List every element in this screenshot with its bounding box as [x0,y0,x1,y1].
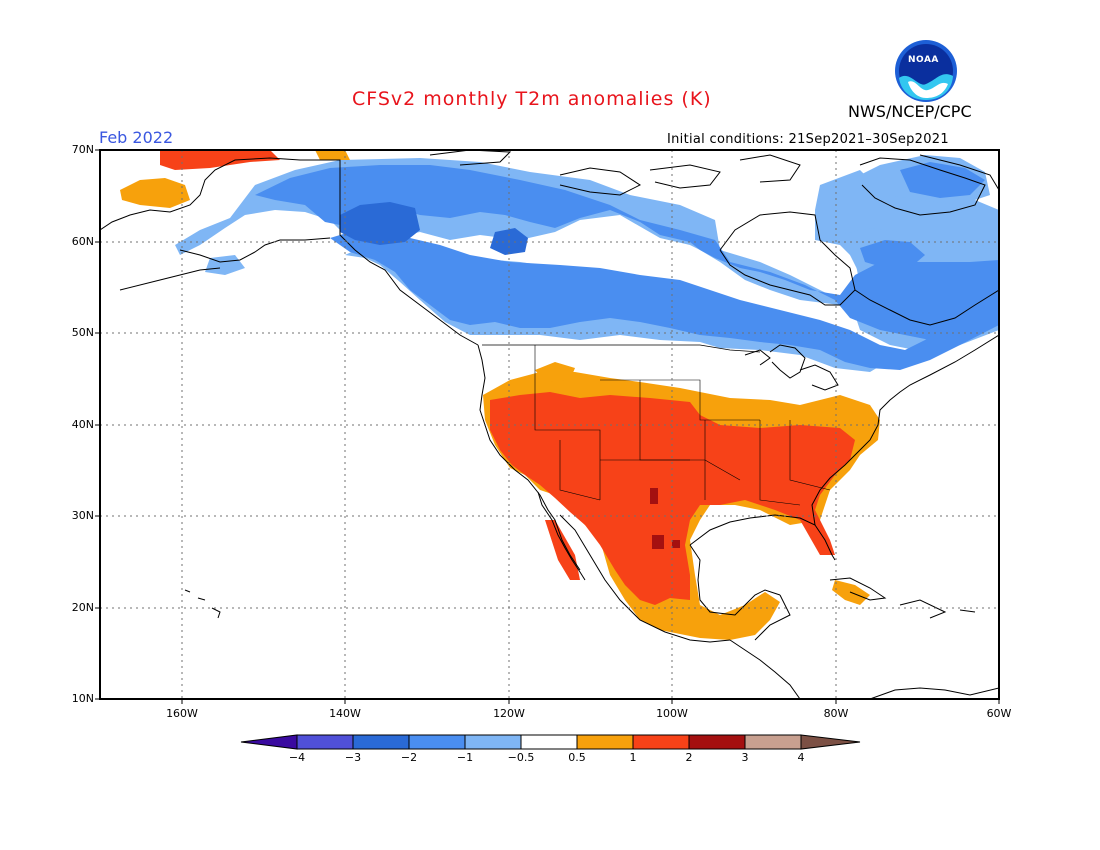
lat-label-20n: 20N [71,601,94,614]
noaa-logo-icon [895,40,957,102]
anomaly-region-dark-red [650,488,680,549]
anomaly-region-mid-blue [255,162,999,370]
forecast-month: Feb 2022 [99,128,174,147]
graticule [100,150,999,699]
lon-label-120w: 120W [493,707,525,720]
colorbar-label-neg4: −4 [288,751,306,764]
colorbar-segment-lt-4 [240,734,298,750]
lon-label-100w: 100W [656,707,688,720]
colorbar-segment-3-4 [744,734,802,750]
lat-label-40n: 40N [71,418,94,431]
coastlines [100,150,999,699]
colorbar-label-neg05: −0.5 [507,751,535,764]
colorbar-segment-05-1 [576,734,634,750]
lat-label-50n: 50N [71,326,94,339]
colorbar-label-neg1: −1 [456,751,474,764]
colorbar-label-05: 0.5 [568,751,586,764]
colorbar-segment-3-2 [352,734,410,750]
lon-label-80w: 80W [823,707,849,720]
lat-label-30n: 30N [71,509,94,522]
colorbar-segment-1-05 [464,734,522,750]
colorbar-label-3: 3 [741,751,749,764]
colorbar-segment-gt-4 [800,734,861,750]
colorbar [240,734,861,750]
agency-label: NWS/NCEP/CPC [848,102,972,121]
lon-label-140w: 140W [329,707,361,720]
map-title: CFSv2 monthly T2m anomalies (K) [352,88,712,110]
lat-label-70n: 70N [71,143,94,156]
initial-conditions: Initial conditions: 21Sep2021–30Sep2021 [667,132,949,147]
colorbar-label-neg3: −3 [344,751,362,764]
lat-label-60n: 60N [71,235,94,248]
colorbar-label-1: 1 [629,751,637,764]
colorbar-segment-2-3 [688,734,746,750]
colorbar-segment-1-2 [632,734,690,750]
colorbar-label-4: 4 [797,751,805,764]
lon-label-160w: 160W [166,707,198,720]
lon-label-60w: 60W [986,707,1012,720]
noaa-logo-text: NOAA [908,55,939,65]
lat-label-10n: 10N [71,692,94,705]
colorbar-segment-2-1 [408,734,466,750]
colorbar-label-2: 2 [685,751,693,764]
colorbar-label-neg2: −2 [400,751,418,764]
colorbar-segment-neutral [520,734,578,750]
colorbar-segment-4-3 [296,734,354,750]
